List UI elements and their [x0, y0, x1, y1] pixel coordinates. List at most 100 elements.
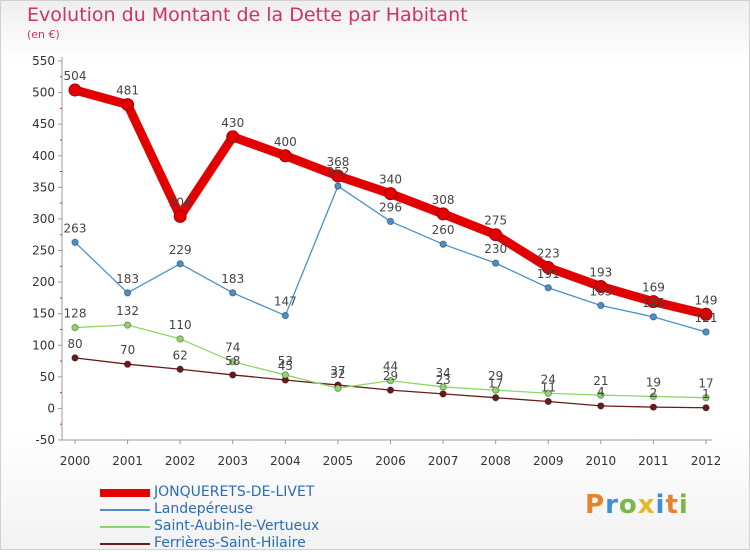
- data-point: [702, 404, 710, 412]
- data-point: [334, 384, 342, 392]
- data-point: [597, 402, 605, 410]
- data-label: 4: [597, 385, 605, 399]
- data-point: [649, 313, 658, 321]
- data-point: [123, 321, 132, 329]
- y-tick-label: 250: [32, 244, 55, 258]
- data-label: 24: [541, 372, 556, 386]
- data-point: [544, 284, 552, 292]
- data-point: [68, 83, 82, 97]
- data-label: 1: [702, 387, 710, 401]
- data-label: 45: [278, 359, 293, 373]
- series-0: [68, 83, 713, 321]
- data-point: [491, 386, 500, 394]
- data-label: 191: [537, 267, 560, 281]
- data-label: 149: [695, 293, 718, 307]
- y-tick-label: 300: [32, 212, 55, 226]
- y-tick-label: 400: [32, 149, 55, 163]
- data-label: 163: [589, 284, 612, 298]
- data-label: 80: [67, 337, 82, 351]
- legend-swatch: [100, 509, 150, 511]
- data-point: [436, 207, 450, 221]
- data-label: 62: [173, 348, 188, 362]
- data-point: [541, 261, 555, 275]
- data-label: 17: [698, 377, 713, 391]
- x-tick-label: 2002: [165, 454, 196, 468]
- y-tick-label: 350: [32, 180, 55, 194]
- data-point: [597, 391, 605, 399]
- data-label: 481: [116, 84, 139, 98]
- data-label: 2: [650, 386, 658, 400]
- data-point: [384, 187, 397, 201]
- legend-label: Landepéreuse: [154, 501, 254, 517]
- x-tick-label: 2001: [112, 454, 143, 468]
- data-point: [281, 371, 290, 379]
- data-label: 400: [274, 135, 297, 149]
- data-point: [491, 393, 500, 402]
- data-point: [702, 393, 710, 402]
- data-point: [699, 307, 713, 321]
- data-label: 169: [642, 281, 665, 295]
- data-point: [439, 383, 447, 391]
- data-point: [594, 280, 608, 294]
- proxiti-logo: Proxiti: [585, 490, 689, 520]
- data-point: [123, 360, 132, 368]
- x-tick-label: 2012: [691, 454, 722, 468]
- x-tick-label: 2010: [586, 454, 617, 468]
- data-label: 229: [169, 243, 192, 257]
- legend-label: Saint-Aubin-le-Vertueux: [154, 518, 320, 534]
- data-label: 132: [116, 304, 139, 318]
- data-point: [71, 354, 79, 362]
- data-label: 260: [432, 223, 455, 237]
- legend-swatch: [100, 526, 150, 528]
- series-1: [71, 182, 710, 336]
- data-point: [278, 149, 292, 163]
- data-point: [173, 209, 187, 223]
- data-point: [229, 371, 237, 379]
- series-2: [71, 321, 710, 402]
- data-label: 21: [593, 374, 608, 388]
- data-label: 74: [225, 341, 240, 355]
- data-point: [646, 295, 660, 309]
- data-label: 193: [589, 266, 612, 280]
- data-label: 308: [432, 193, 455, 207]
- data-label: 304: [169, 195, 192, 209]
- y-tick-label: 50: [40, 370, 55, 384]
- chart-series: 5044813044304003683403082752231931691492…: [64, 69, 718, 412]
- legend-swatch: [100, 489, 150, 497]
- data-label: 183: [116, 272, 139, 286]
- chart-title: Evolution du Montant de la Dette par Hab…: [27, 4, 468, 26]
- data-label: 110: [169, 318, 192, 332]
- data-label: 223: [537, 247, 560, 261]
- data-label: 58: [225, 354, 240, 368]
- data-label: 183: [221, 272, 244, 286]
- x-tick-label: 2011: [638, 454, 669, 468]
- x-tick-label: 2008: [480, 454, 511, 468]
- x-tick-label: 2007: [428, 454, 459, 468]
- data-label: 19: [646, 375, 661, 389]
- data-point: [229, 289, 237, 297]
- legend-label: Ferrières-Saint-Hilaire: [154, 535, 306, 551]
- data-label: 296: [379, 200, 402, 214]
- data-label: 23: [435, 373, 450, 387]
- series-3: [71, 354, 710, 412]
- data-label: 430: [221, 116, 244, 130]
- data-label: 504: [64, 69, 87, 83]
- y-tick-label: 450: [32, 117, 55, 131]
- data-point: [597, 301, 605, 310]
- data-point: [386, 217, 395, 226]
- data-label: 34: [435, 366, 450, 380]
- data-label: 128: [64, 307, 87, 321]
- data-label: 275: [484, 214, 507, 228]
- data-label: 29: [488, 369, 503, 383]
- legend-label: JONQUERETS-DE-LIVET: [154, 484, 315, 500]
- data-point: [489, 228, 503, 242]
- data-point: [176, 365, 184, 373]
- y-tick-label: 500: [32, 86, 55, 100]
- chart-unit-label: (en €): [27, 28, 60, 41]
- data-label: 368: [326, 155, 349, 169]
- data-label: 352: [326, 165, 349, 179]
- data-point: [386, 376, 395, 385]
- y-tick-label: -50: [35, 433, 55, 447]
